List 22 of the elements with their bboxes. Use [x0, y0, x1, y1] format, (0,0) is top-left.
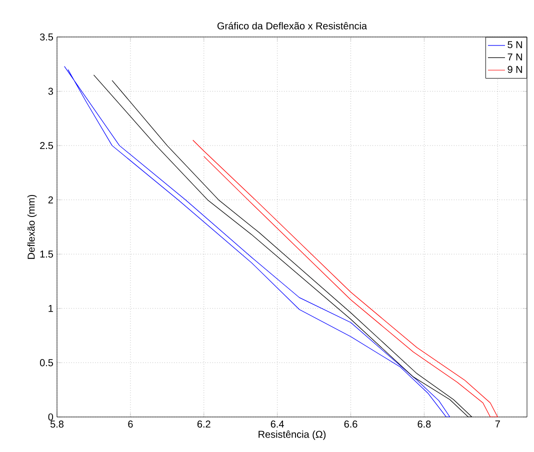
line-series	[192, 140, 498, 417]
y-tick-label: 2	[48, 196, 53, 204]
x-tick-label: 6	[128, 420, 133, 428]
y-tick-label: 0	[48, 413, 54, 421]
legend-label: 7 N	[508, 54, 522, 60]
y-axis-title: Deflexão (mm)	[27, 194, 37, 259]
legend-label: 9 N	[508, 66, 522, 73]
x-tick-label: 6.8	[418, 420, 431, 428]
x-tick-label: 6.6	[344, 420, 358, 428]
legend-label: 5 N	[508, 41, 522, 48]
x-axis-title: Resistência (Ω)	[258, 430, 326, 440]
y-tick-label: 3.5	[40, 33, 54, 41]
x-tick-label: 6.2	[197, 420, 210, 428]
x-tick-label: 6.4	[270, 420, 284, 428]
x-tick-label: 5.8	[50, 420, 64, 428]
x-tick-label: 7	[495, 420, 500, 428]
y-tick-label: 0.5	[40, 359, 54, 366]
y-tick-label: 1	[48, 304, 53, 312]
y-tick-label: 2.5	[40, 142, 54, 150]
y-tick-label: 1.5	[40, 250, 54, 258]
y-tick-label: 3	[48, 88, 54, 95]
chart-title: Gráfico da Deflexão x Resistência	[217, 22, 368, 30]
